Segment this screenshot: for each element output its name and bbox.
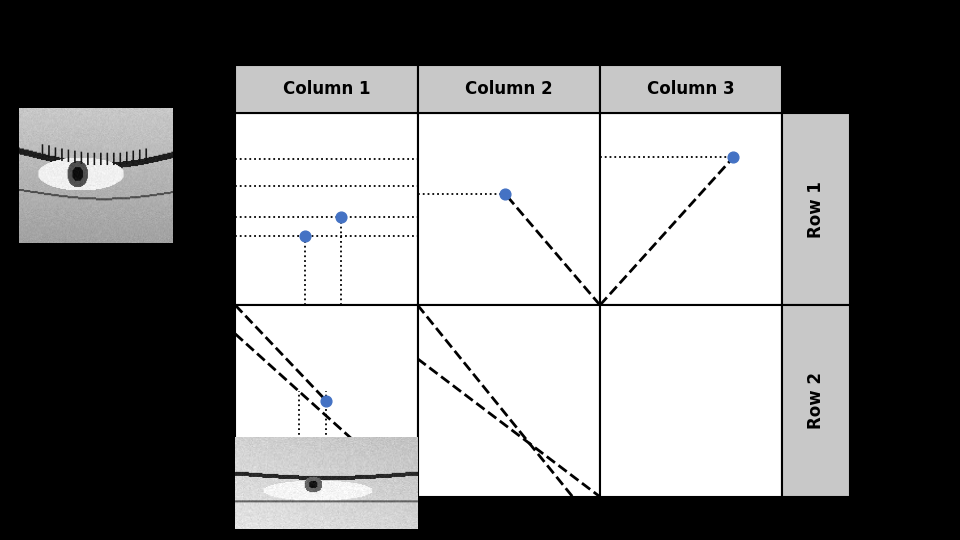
Point (333, 213, 348, 221)
Text: Row 2: Row 2 (807, 373, 825, 429)
Point (726, 153, 741, 162)
Point (497, 190, 513, 198)
Text: Row 1: Row 1 (807, 181, 825, 238)
Point (297, 232, 312, 240)
Text: Column 3: Column 3 (647, 80, 735, 98)
Text: Column 2: Column 2 (465, 80, 553, 98)
Text: Column 1: Column 1 (282, 80, 371, 98)
Point (319, 396, 334, 405)
